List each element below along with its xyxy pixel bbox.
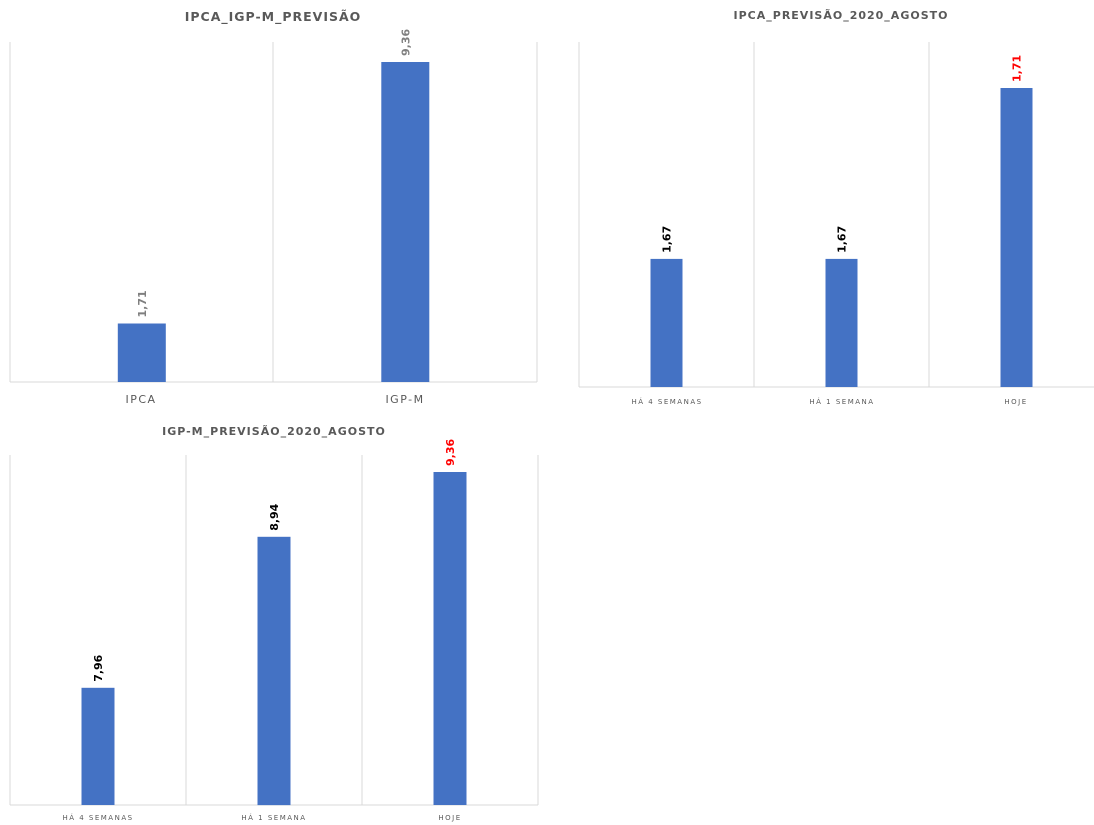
chart-ipca-igpm: IPCA_IGP-M_PREVISÃO IPCA IGP-M 1,71 9,36 (9, 9, 538, 406)
category-label: HÁ 4 SEMANAS (62, 813, 133, 822)
bar (381, 62, 430, 382)
data-label: 9,36 (399, 29, 412, 56)
chart-ipca-previsao: IPCA_PREVISÃO_2020_AGOSTO HÁ 4 SEMANAS H… (578, 9, 1094, 406)
category-label: HÁ 1 SEMANA (809, 397, 874, 406)
bar-series: 1,67 1,67 1,71 (650, 55, 1033, 387)
data-label: 8,94 (268, 503, 281, 530)
data-label: 1,71 (136, 290, 149, 317)
data-label: 1,71 (1011, 55, 1024, 82)
chart-title: IPCA_IGP-M_PREVISÃO (185, 9, 362, 25)
category-label: HOJE (1004, 398, 1027, 406)
category-label: HÁ 1 SEMANA (241, 813, 306, 822)
bar (825, 258, 858, 387)
bar-series: 7,96 8,94 9,36 (81, 439, 467, 806)
chart-title: IGP-M_PREVISÃO_2020_AGOSTO (162, 425, 386, 438)
data-label: 9,36 (444, 439, 457, 466)
category-label: HÁ 4 SEMANAS (631, 397, 702, 406)
bar (81, 687, 115, 805)
bar (257, 536, 291, 806)
data-label: 1,67 (836, 226, 849, 253)
bar-series: 1,71 9,36 (117, 29, 430, 382)
bar (117, 323, 166, 382)
bar (1000, 88, 1033, 387)
chart-title: IPCA_PREVISÃO_2020_AGOSTO (734, 9, 949, 22)
data-label: 7,96 (92, 654, 105, 681)
chart-igpm-previsao: IGP-M_PREVISÃO_2020_AGOSTO HÁ 4 SEMANAS … (9, 425, 539, 822)
bar (433, 472, 467, 805)
category-label: HOJE (438, 814, 461, 822)
category-label: IPCA (125, 393, 156, 406)
category-label: IGP-M (385, 393, 424, 406)
data-label: 1,67 (661, 226, 674, 253)
bar (650, 258, 683, 387)
